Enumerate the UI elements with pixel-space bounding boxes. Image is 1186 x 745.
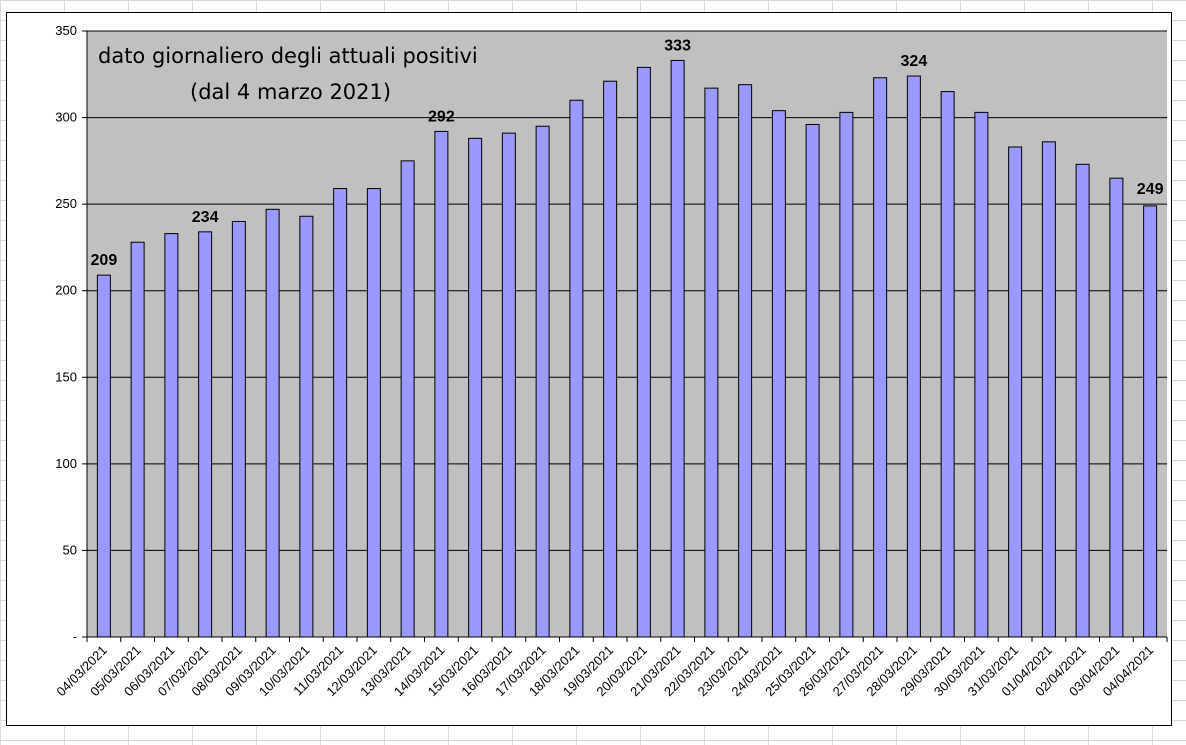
y-tick-label: 350: [55, 23, 77, 38]
bar: [873, 77, 888, 638]
bar: [299, 215, 314, 638]
data-label: 333: [664, 37, 691, 54]
y-tick-label: 300: [55, 110, 77, 125]
y-tick-label: 100: [55, 456, 77, 471]
data-label: 249: [1137, 181, 1164, 198]
plot-background: [87, 31, 1167, 637]
bar: [1041, 141, 1056, 638]
y-tick-label: 250: [55, 196, 77, 211]
data-label: 292: [428, 108, 455, 125]
bar-chart: -5010015020025030035004/03/202105/03/202…: [53, 23, 1168, 699]
data-label: 324: [901, 53, 928, 70]
bar: [535, 125, 550, 638]
y-tick-label: -: [73, 629, 77, 644]
bar: [805, 123, 820, 638]
data-label: 234: [192, 209, 219, 226]
bar: [1143, 205, 1158, 638]
bar: [839, 111, 854, 638]
bar: [333, 188, 348, 638]
bar: [366, 188, 381, 638]
data-label: 209: [91, 252, 118, 269]
bar: [940, 91, 955, 638]
bar: [96, 274, 111, 638]
bar: [670, 59, 685, 638]
y-tick-label: 150: [55, 369, 77, 384]
bar: [1109, 177, 1124, 638]
bar: [198, 231, 213, 638]
bar: [265, 208, 280, 638]
chart-area: -50 100 150 200 250 300 350 04/03/2021 05/03/202…: [6, 12, 1172, 726]
bar: [1008, 146, 1023, 638]
bar: [1075, 163, 1090, 638]
bar: [569, 99, 584, 638]
chart-title-line-2: (dal 4 marzo 2021): [190, 80, 391, 104]
bar: [636, 66, 651, 638]
y-tick-label: 200: [55, 283, 77, 298]
y-tick-label: 50: [63, 542, 77, 557]
bar: [164, 233, 179, 638]
bar: [738, 84, 753, 638]
bar: [771, 110, 786, 638]
bar: [603, 80, 618, 638]
chart-title-line-1: dato giornaliero degli attuali positivi: [98, 44, 478, 68]
data-labels: 209 234 292 333 324 249: [91, 37, 1164, 269]
bar: [434, 130, 449, 638]
bar: [468, 137, 483, 638]
bar: [130, 241, 145, 638]
bar: [400, 160, 415, 638]
bar: [231, 220, 246, 638]
bar: [501, 132, 516, 638]
bar: [704, 87, 719, 638]
bar: [906, 75, 921, 638]
bars: [96, 59, 1158, 638]
bar: [974, 111, 989, 638]
